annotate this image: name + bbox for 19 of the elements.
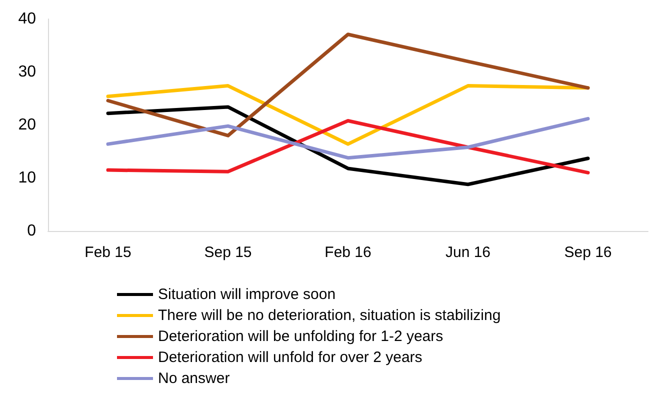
legend-label: Situation will improve soon bbox=[158, 286, 336, 303]
x-tick-label: Sep 16 bbox=[564, 244, 612, 261]
legend-label: No answer bbox=[158, 370, 230, 387]
legend-label: There will be no deterioration, situation is stabilizing bbox=[158, 307, 501, 324]
y-tick-label: 40 bbox=[18, 10, 36, 28]
legend-label: Deterioration will be unfolding for 1-2 years bbox=[158, 328, 444, 345]
y-tick-label: 20 bbox=[18, 116, 36, 134]
legend-label: Deterioration will unfold for over 2 years bbox=[158, 349, 422, 366]
y-tick-label: 30 bbox=[18, 64, 36, 80]
line-series bbox=[106, 119, 590, 174]
x-tick-label: Feb 16 bbox=[324, 244, 372, 261]
line-series bbox=[106, 116, 590, 160]
x-tick-label: Feb 15 bbox=[84, 244, 132, 261]
line-series bbox=[106, 105, 590, 186]
x-tick-label: Sep 15 bbox=[204, 244, 252, 261]
y-tick-label: 0 bbox=[27, 222, 36, 240]
line-series bbox=[106, 32, 590, 138]
x-tick-label: Jun 16 bbox=[445, 244, 491, 261]
y-tick-label: 10 bbox=[18, 170, 36, 186]
